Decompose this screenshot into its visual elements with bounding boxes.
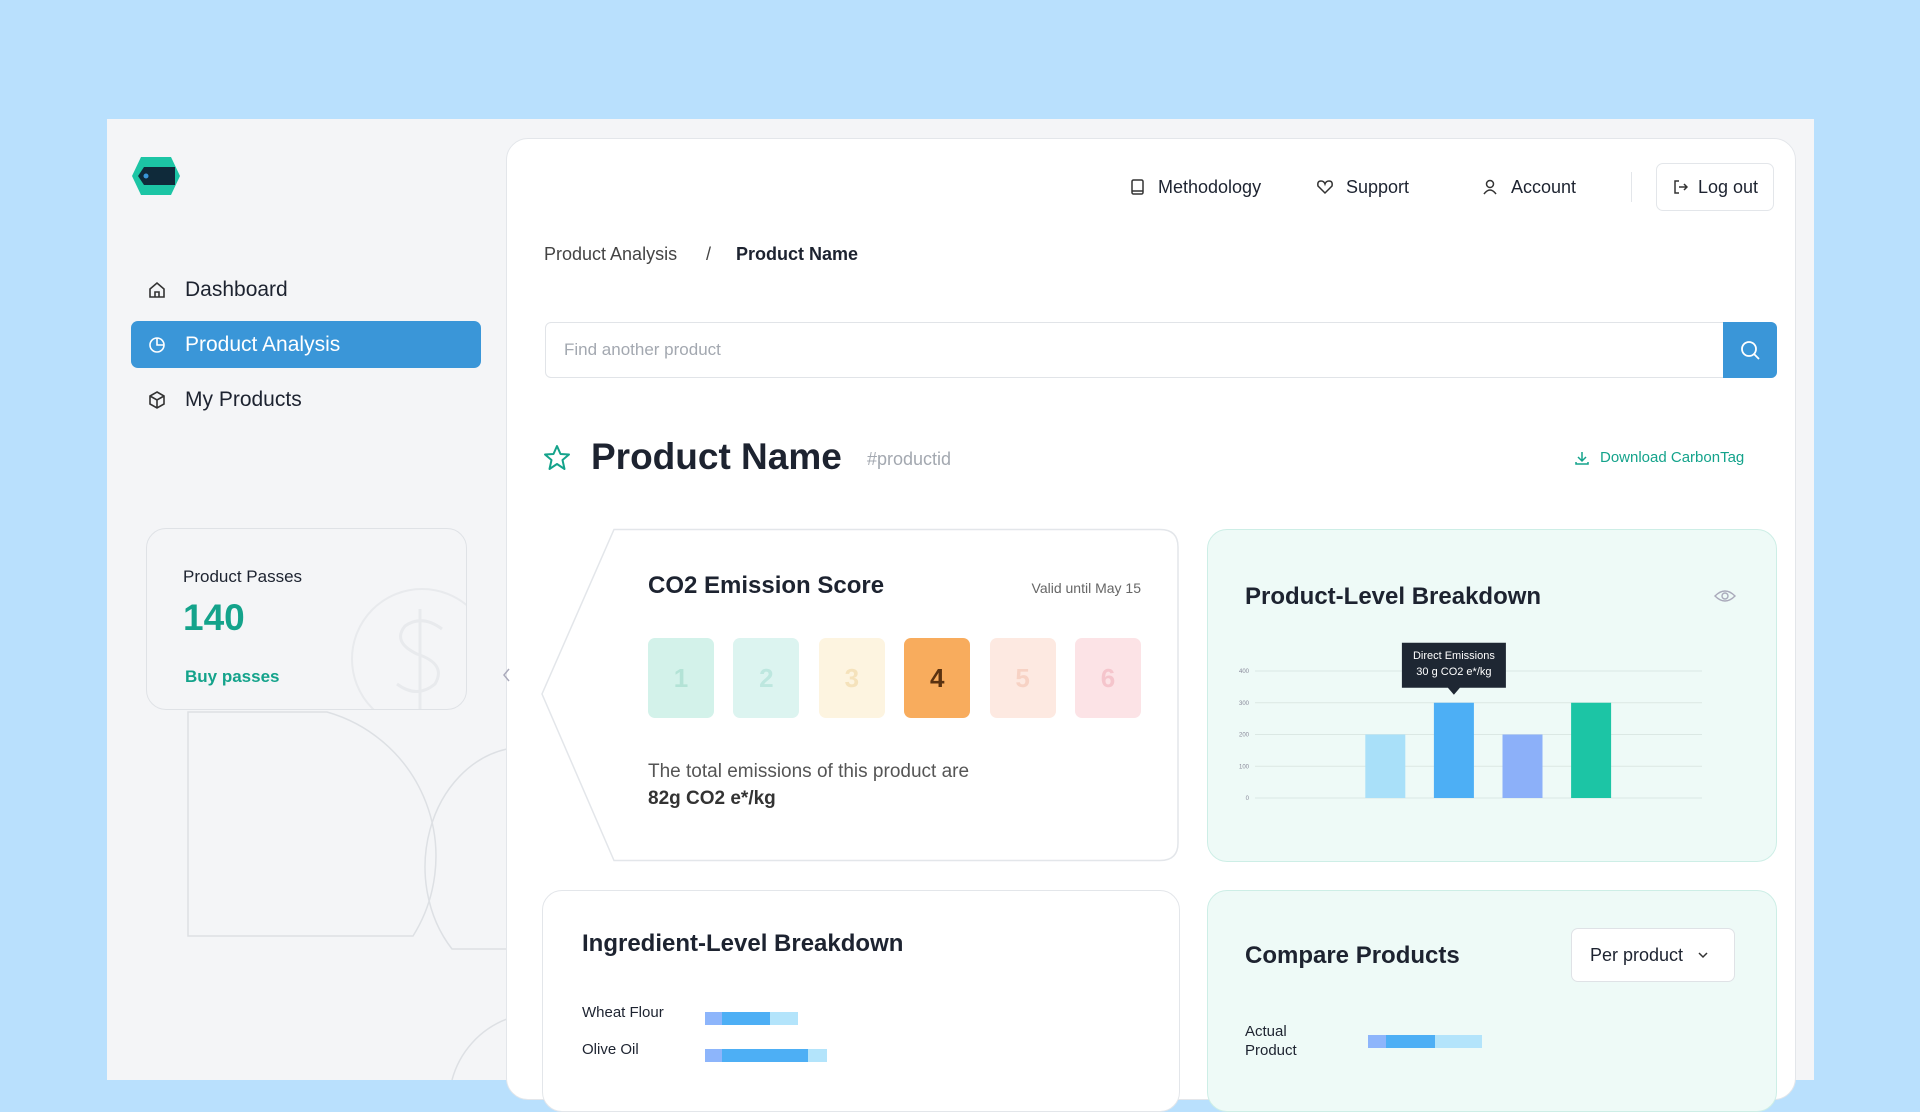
bar-segment <box>705 1012 723 1025</box>
y-tick-label: 300 <box>1239 701 1250 707</box>
bar-segment <box>807 1049 828 1062</box>
unit-select[interactable]: Per product <box>1571 928 1735 982</box>
icon <box>1483 179 1497 195</box>
bar-segment <box>705 1049 723 1062</box>
nav-account[interactable]: Account <box>1481 170 1576 204</box>
decoration <box>187 711 507 1080</box>
nav-my-products[interactable]: My Products <box>131 376 481 423</box>
icon <box>1317 180 1333 195</box>
breadcrumb-item[interactable]: Product Analysis <box>544 244 678 264</box>
decor-dollar <box>351 588 466 709</box>
bar <box>1571 702 1612 798</box>
download-label: Download CarbonTag <box>1600 449 1745 466</box>
search-placeholder: Find another product <box>564 340 721 359</box>
bar <box>1433 702 1474 798</box>
product-id: #productid <box>867 449 952 469</box>
icon <box>1698 952 1708 959</box>
select-label: Per product <box>1590 944 1684 965</box>
score-tile-active: 4 <box>904 638 971 718</box>
top-link: Support <box>1346 176 1410 197</box>
icon <box>1575 451 1589 465</box>
collapse-handle[interactable] <box>498 660 514 690</box>
emissions-text: The total emissions of this product are <box>648 761 970 782</box>
nav-label: My Products <box>185 387 302 411</box>
nav-support[interactable]: Support <box>1316 170 1409 204</box>
compare-title: Compare Products <box>1245 942 1460 969</box>
row-label: Actual Product <box>1245 1023 1297 1059</box>
nav-dashboard[interactable]: Dashboard <box>131 266 481 313</box>
nav-label: Dashboard <box>185 277 288 301</box>
y-tick-label: 100 <box>1239 764 1250 770</box>
valid-until: Valid until May 15 <box>1031 580 1141 596</box>
row-label: Olive Oil <box>582 1041 639 1058</box>
compare-card <box>1207 890 1777 1112</box>
logout-label: Log out <box>1697 176 1759 197</box>
icon <box>1674 180 1688 194</box>
score-tile: 3 <box>818 638 885 718</box>
icon <box>149 336 165 353</box>
row-label: Wheat Flour <box>582 1004 664 1021</box>
tooltip-box <box>1401 642 1506 695</box>
nav-product-analysis[interactable]: Product Analysis <box>131 321 481 368</box>
top-link: Account <box>1511 176 1577 197</box>
score-tile: 1 <box>648 638 714 718</box>
bar-segment <box>722 1012 770 1025</box>
score-title: CO2 Emission Score <box>648 572 885 599</box>
bar-segment <box>1435 1035 1482 1048</box>
breadcrumb-separator: / <box>706 244 712 264</box>
search-button[interactable] <box>1723 322 1777 378</box>
favorite-star[interactable] <box>543 444 571 472</box>
ingredient-title: Ingredient-Level Breakdown <box>582 930 904 957</box>
chart-title: Product-Level Breakdown <box>1245 583 1542 610</box>
y-tick-label: 0 <box>1246 796 1250 802</box>
score-card-shape <box>541 528 1179 862</box>
passes-label: Product Passes <box>183 567 303 586</box>
bar-chart: 0 100 200 300 400 Direct Emissions 30 g CO2 e*… <box>1239 642 1702 802</box>
buy-passes-link[interactable]: Buy passes <box>185 667 280 686</box>
decor-shape <box>424 748 507 950</box>
decor-shape <box>187 711 437 937</box>
y-tick-label: 400 <box>1239 669 1250 675</box>
score-tile: 2 <box>733 638 800 718</box>
bar-segment <box>722 1049 808 1062</box>
eye-icon[interactable] <box>1713 588 1737 604</box>
tooltip-text: 30 g CO2 e*/kg <box>1416 666 1491 678</box>
bar <box>1365 734 1406 798</box>
bar <box>1502 734 1543 798</box>
product-name: Product Name <box>591 436 842 477</box>
icon <box>1741 341 1760 360</box>
icon <box>149 281 165 298</box>
ingredient-card <box>542 890 1180 1112</box>
decor-shape <box>451 1018 507 1080</box>
passes-count: 140 <box>183 597 245 638</box>
bar-segment <box>1368 1035 1387 1048</box>
nav-label: Product Analysis <box>185 332 341 356</box>
icon <box>1131 179 1144 195</box>
bar-segment <box>769 1012 799 1025</box>
breakdown-card <box>1207 529 1777 862</box>
nav-methodology[interactable]: Methodology <box>1128 170 1261 204</box>
score-tile: 6 <box>1075 638 1141 718</box>
download-link[interactable]: Download CarbonTag <box>1574 449 1744 466</box>
emissions-total: 82g CO2 e*/kg <box>648 788 776 809</box>
top-link: Methodology <box>1158 176 1262 197</box>
passes-card: Product Passes 140 Buy passes <box>146 528 467 710</box>
tooltip-title: Direct Emissions <box>1413 650 1495 662</box>
score-tile: 5 <box>989 638 1056 718</box>
breadcrumb-current: Product Name <box>736 244 859 264</box>
y-tick-label: 200 <box>1239 733 1250 739</box>
bar-segment <box>1386 1035 1436 1048</box>
logout-button[interactable]: Log out <box>1656 163 1774 211</box>
divider <box>1631 172 1632 202</box>
page: Dashboard Product Analysis My Products P… <box>107 119 1814 1112</box>
logo <box>132 157 180 195</box>
icon <box>149 390 165 409</box>
